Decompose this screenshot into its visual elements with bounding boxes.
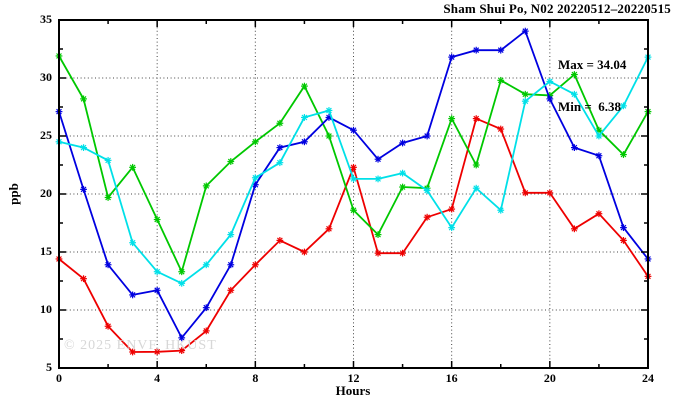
x-tick-label: 8 (252, 371, 259, 385)
x-tick-label: 20 (543, 371, 556, 385)
x-tick-label: 12 (347, 371, 360, 385)
y-tick-label: 10 (40, 302, 52, 316)
watermark: © 2025 ENVF, HKUST (64, 338, 217, 353)
series-green-markers (55, 52, 652, 276)
stats-box: Max = 34.04 Min = 6.38 (558, 30, 626, 142)
min-value-label: Min = 6.38 (558, 99, 622, 114)
x-tick-label: 4 (154, 371, 161, 385)
y-tick-label: 25 (40, 128, 52, 142)
gridlines (59, 20, 648, 368)
series-cyan-markers (55, 53, 652, 287)
axis-ticks (58, 19, 649, 369)
series-red-markers (55, 115, 652, 356)
y-tick-label: 15 (40, 244, 52, 258)
chart-title: Sham Shui Po, N02 20220512–20220515 (443, 1, 671, 16)
x-tick-label: 24 (642, 371, 654, 385)
x-tick-label: 16 (445, 371, 458, 385)
y-tick-label: 35 (40, 12, 52, 26)
max-value-label: Max = 34.04 (558, 57, 627, 72)
y-tick-label: 5 (46, 360, 52, 374)
x-axis-title: Hours (335, 383, 371, 398)
y-tick-label: 20 (40, 186, 52, 200)
x-tick-label: 0 (56, 371, 62, 385)
y-tick-label: 30 (40, 70, 52, 84)
